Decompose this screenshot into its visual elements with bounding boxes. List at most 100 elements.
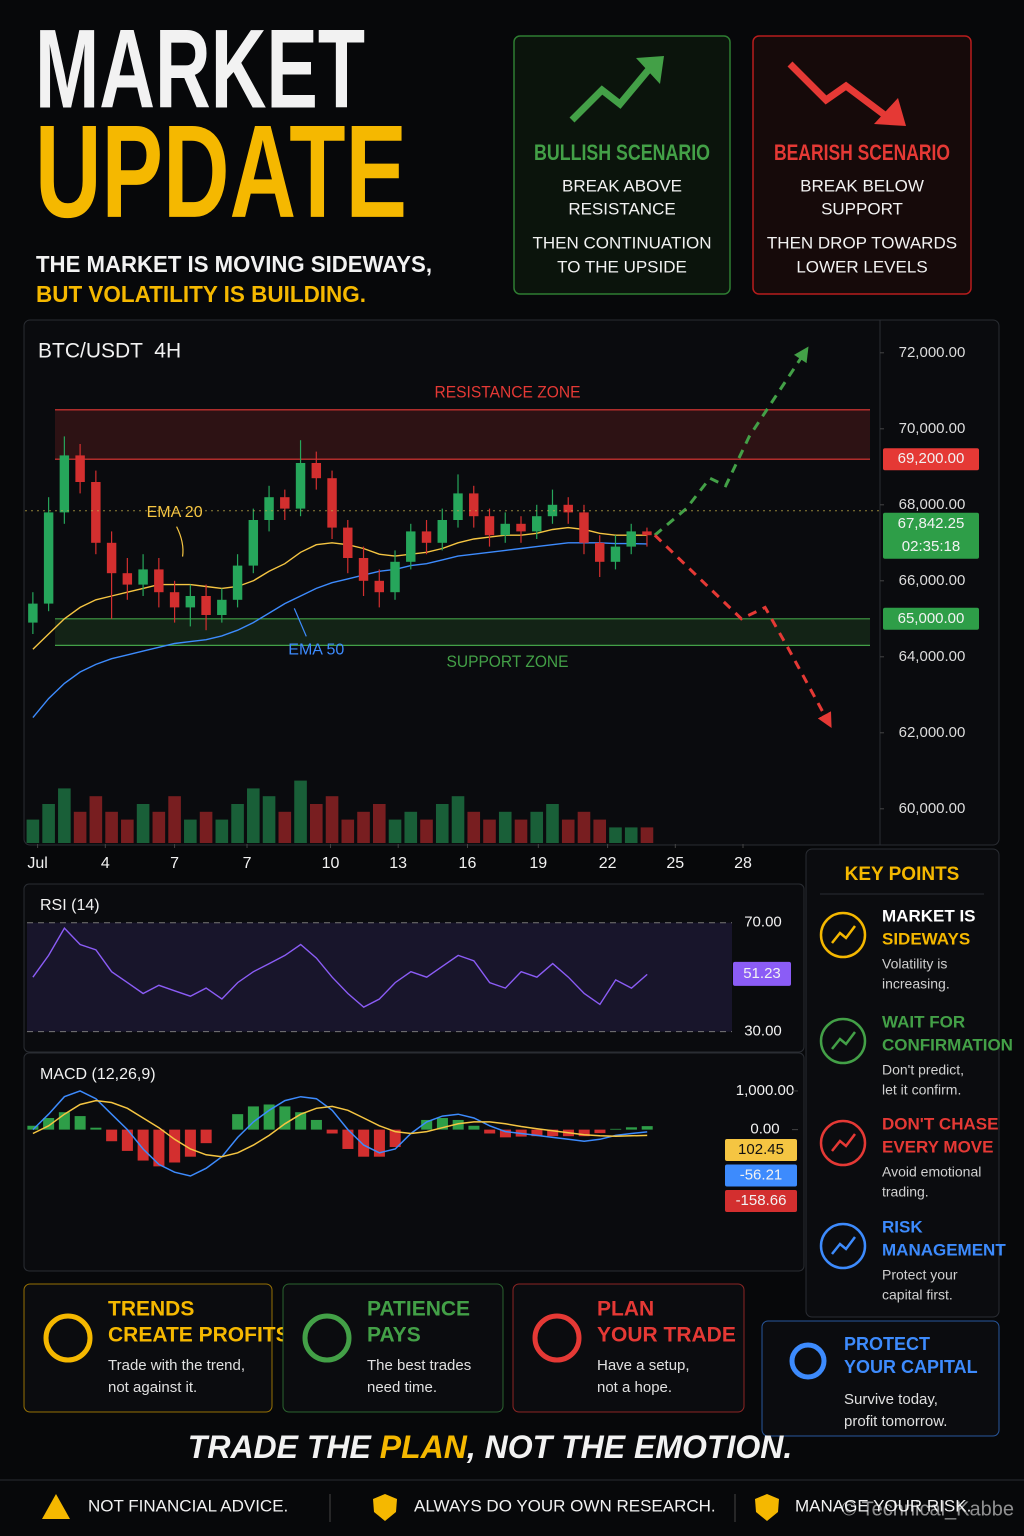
zone [55, 409, 870, 460]
histogram-bar [74, 1116, 86, 1130]
card-title: YOUR TRADE [597, 1324, 736, 1347]
histogram-bar [625, 1127, 637, 1130]
key-point-title: SIDEWAYS [882, 929, 970, 948]
key-point-desc: Don't predict, [882, 1062, 964, 1078]
candle-body [311, 463, 322, 479]
volume-bar [231, 804, 244, 843]
histogram-bar [421, 1119, 433, 1130]
key-points-title: KEY POINTS [845, 864, 960, 885]
y-tick-label: 1,000.00 [736, 1082, 794, 1099]
histogram-bar [184, 1129, 196, 1157]
candle-body [421, 531, 432, 543]
histogram-bar [610, 1128, 622, 1130]
volume-bar [404, 811, 418, 843]
rsi-line [32, 926, 648, 1008]
volume-bar [168, 796, 181, 843]
ema-line [32, 542, 648, 719]
histogram-bar [531, 1129, 543, 1137]
scenario-text: THEN DROP TOWARDS [767, 233, 957, 252]
histogram-bar [358, 1129, 370, 1157]
scenarios: BULLISH SCENARIO BREAK ABOVE RESISTANCE THE… [532, 140, 957, 277]
price-tag-timer: 02:35:18 [902, 538, 960, 555]
current-tag [725, 1190, 797, 1212]
card-icon [302, 1313, 352, 1363]
price-chart: BTC/USDT 4H 72,000.00 70,000.00 68,000.00 66… [25, 340, 979, 872]
volume-bar [498, 811, 512, 843]
y-tick-label: 66,000.00 [899, 572, 966, 589]
scenario-card [752, 35, 972, 295]
macd-chart: MACD (12,26,9) 1,000.00 0.00 102.45 -56.21 -1… [27, 1066, 798, 1212]
histogram-bar [342, 1129, 354, 1149]
card-desc: profit tomorrow. [844, 1413, 947, 1430]
candle-body [169, 592, 180, 608]
x-tick-label: 22 [599, 855, 617, 872]
price-tag [883, 607, 979, 630]
key-point-title: MANAGEMENT [882, 1240, 1006, 1259]
volume-bar [609, 827, 622, 843]
card-title: PLAN [597, 1298, 654, 1321]
price-panel [23, 319, 1000, 846]
key-point-glyph [831, 1031, 856, 1050]
card-icon [43, 1313, 93, 1363]
key-point-glyph [831, 1236, 856, 1255]
current-tag-label: 51.23 [743, 965, 781, 982]
y-tick-label: 70,000.00 [899, 420, 966, 437]
key-point-icon [819, 911, 867, 959]
tagline: TRADE THE PLAN, NOT THE EMOTION. [188, 1429, 792, 1465]
histogram-bar [263, 1104, 275, 1130]
tagline-highlight: PLAN [380, 1429, 468, 1465]
card-title: TRENDS [108, 1298, 194, 1321]
current-tag [725, 1164, 797, 1187]
scenario-text: BREAK ABOVE [562, 176, 682, 195]
card-icon [789, 1342, 827, 1380]
histogram-bar [484, 1129, 496, 1134]
volume-bar [357, 811, 370, 843]
candle-body [91, 482, 101, 543]
histogram-bar [137, 1129, 149, 1161]
x-tick-label: 4 [101, 855, 110, 872]
candle-body [122, 573, 133, 585]
volume-bar [136, 804, 150, 843]
footer-text: MANAGE YOUR RISK. [795, 1496, 971, 1515]
projection [653, 346, 809, 537]
key-point-glyph [831, 1133, 856, 1152]
key-point-desc: let it confirm. [882, 1082, 961, 1098]
scenario-text: RESISTANCE [568, 199, 675, 218]
rsi-panel [23, 883, 805, 1053]
volume-bar [640, 827, 654, 843]
histogram-bar [594, 1129, 606, 1134]
y-tick-label: 72,000.00 [899, 344, 966, 361]
x-tick-label: 7 [243, 855, 252, 872]
x-tick-label: 25 [666, 855, 684, 872]
card-desc: need time. [367, 1379, 437, 1396]
volume-bar [42, 804, 55, 843]
key-point-title: DON'T CHASE [882, 1114, 998, 1133]
histogram-bar [452, 1119, 464, 1130]
card-title: YOUR CAPITAL [844, 1357, 978, 1377]
histogram-bar [389, 1129, 401, 1148]
candle-body [532, 516, 542, 532]
chart-title: RSI (14) [40, 897, 100, 914]
volume-bar [372, 804, 386, 843]
volume-bar [247, 788, 260, 843]
chart-title: MACD (12,26,9) [40, 1066, 156, 1083]
volume-bar [278, 811, 292, 843]
key-point-title: EVERY MOVE [882, 1137, 993, 1156]
bullish-icon [569, 65, 653, 123]
price-tag-label: 67,842.25 [898, 515, 965, 532]
key-point-desc: increasing. [882, 976, 950, 992]
y-tick-label: 64,000.00 [899, 648, 966, 665]
ema-pointer [293, 608, 307, 637]
ema-label: EMA 20 [147, 504, 203, 521]
tagline-start: TRADE THE [188, 1429, 380, 1465]
volume-bar [593, 819, 607, 843]
candle-body [358, 558, 369, 581]
volume-bar [262, 796, 276, 843]
key-point-title: RISK [882, 1217, 923, 1236]
key-points: MARKET IS SIDEWAYS Volatility is increasing… [819, 906, 1013, 1303]
candle-body [484, 516, 495, 536]
volume-bar [561, 819, 575, 843]
histogram-bar [200, 1129, 212, 1144]
